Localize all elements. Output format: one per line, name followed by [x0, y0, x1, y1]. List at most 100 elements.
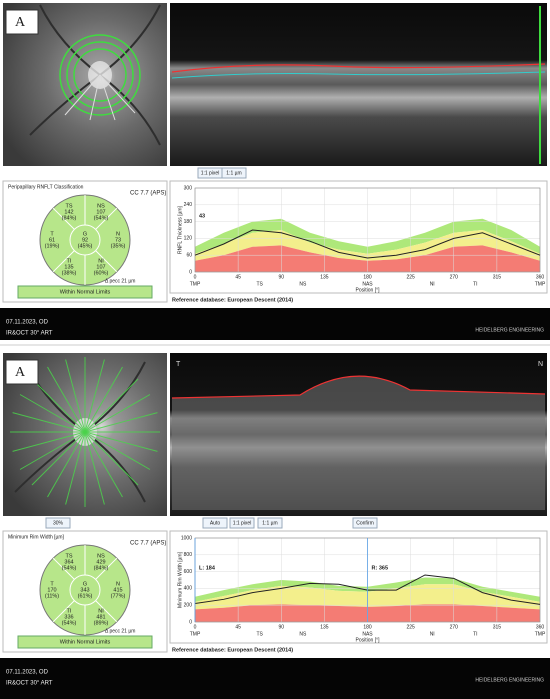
radial-scan [31, 431, 86, 486]
region-label: NI [430, 631, 435, 637]
toolbar-text[interactable]: 1:1 pixel [201, 170, 220, 176]
sector-name: G [83, 581, 87, 587]
radial-scan [12, 412, 86, 433]
classification-cc: CC 7.7 (APS) [130, 191, 166, 197]
toolbar-button[interactable] [45, 517, 71, 529]
radial-scan [84, 431, 105, 505]
toolbar-text[interactable]: Auto [210, 520, 221, 526]
region-label: TMP [190, 281, 201, 287]
region-label: TS [256, 631, 263, 637]
toolbar-text[interactable]: 1:1 µm [226, 170, 241, 176]
toolbar-text[interactable]: Confirm [356, 520, 374, 526]
reference: Reference database: European Descent (20… [172, 647, 293, 653]
region-label: TMP [190, 631, 201, 637]
sector-value: 73 [115, 237, 121, 243]
sector-name: T [50, 581, 54, 587]
x-tick-label: 180 [363, 624, 372, 630]
classification-cc: CC 7.7 (APS) [130, 541, 166, 547]
panel-label-box [5, 359, 39, 385]
radial-scan [84, 378, 139, 433]
y-tick-label: 600 [184, 569, 193, 575]
sector-percent: (84%) [62, 215, 77, 221]
sector-percent: (54%) [62, 620, 77, 626]
sector-percent: (77%) [111, 593, 126, 599]
sector-value: 364 [64, 559, 73, 565]
x-tick-label: 225 [406, 274, 415, 280]
y-tick-label: 1000 [181, 535, 192, 541]
radial-scan [84, 366, 123, 433]
region-label: TI [473, 631, 477, 637]
footer-brand: HEIDELBERG ENGINEERING [475, 327, 544, 333]
reference: Reference database: European Descent (20… [172, 297, 293, 303]
radial-scan [65, 431, 86, 505]
y-tick-label: 0 [189, 619, 192, 625]
toolbar-button[interactable] [229, 517, 255, 529]
ilm-line [171, 375, 546, 399]
toolbar-text[interactable]: 30% [53, 520, 64, 526]
panel-label: A [15, 365, 26, 380]
x-tick-label: 0 [194, 624, 197, 630]
sector-value: 415 [113, 587, 122, 593]
region-label: NS [299, 631, 307, 637]
toolbar-button[interactable] [202, 517, 228, 529]
scan-line [99, 74, 136, 114]
footer-date: 07.11.2023, OD [6, 670, 49, 676]
y-tick-label: 180 [184, 219, 193, 225]
radial-scan [47, 366, 86, 433]
measurement-line [194, 229, 541, 259]
x-axis-label: Position [°] [356, 287, 381, 293]
toolbar-text[interactable]: 1:1 µm [262, 520, 277, 526]
rnfl-line [171, 71, 546, 79]
x-tick-label: 360 [536, 624, 545, 630]
x-tick-label: 90 [278, 624, 284, 630]
sector-value: 107 [96, 209, 105, 215]
footer-date: 07.11.2023, OD [6, 320, 49, 326]
y-tick-label: 300 [184, 185, 193, 191]
footer-brand: HEIDELBERG ENGINEERING [475, 677, 544, 683]
toolbar-button[interactable] [257, 517, 283, 529]
sector-value: 135 [64, 264, 73, 270]
sector-percent: (35%) [111, 243, 126, 249]
sector-value: 336 [64, 614, 73, 620]
result: Within Normal Limits [60, 289, 111, 295]
sector-name: NS [97, 203, 105, 209]
sector-percent: (11%) [45, 593, 59, 599]
sector-value: 142 [64, 209, 73, 215]
sector-name: TI [67, 608, 72, 614]
toolbar-button[interactable] [221, 167, 247, 179]
radial-scan [19, 431, 86, 470]
region-label: TI [473, 281, 477, 287]
oct-side-label: N [538, 361, 543, 368]
x-tick-label: 135 [320, 624, 329, 630]
region-label: NAS [362, 631, 373, 637]
radial-scan [31, 378, 86, 433]
classification-title: Peripapillary RNFLT Classification [8, 184, 84, 190]
footer-bar [0, 308, 550, 340]
toolbar-button[interactable] [352, 517, 378, 529]
oct-image [170, 3, 547, 166]
toolbar-text[interactable]: 1:1 pixel [233, 520, 252, 526]
radial-scan [47, 431, 86, 498]
sector-center [69, 224, 101, 256]
scan-line [89, 74, 101, 121]
sector-percent: (60%) [94, 270, 109, 276]
y-tick-label: 240 [184, 202, 193, 208]
radial-scan [84, 431, 123, 498]
x-tick-label: 360 [536, 274, 545, 280]
pecc: Δ pecc 21 µm [105, 278, 135, 284]
scan-circle [73, 48, 127, 102]
panel-label-box [5, 9, 39, 35]
panel-label: A [15, 15, 26, 30]
annotation: R: 365 [372, 565, 389, 571]
radial-scan [84, 431, 158, 452]
sector-value: 92 [82, 237, 88, 243]
sector-name: TS [65, 553, 72, 559]
sector-name: TI [67, 258, 72, 264]
tissue [172, 376, 545, 510]
classification-title: Minimum Rim Width [µm] [8, 534, 65, 540]
region-label: TMP [535, 631, 546, 637]
footer-bar [0, 658, 550, 699]
y-tick-label: 200 [184, 603, 193, 609]
